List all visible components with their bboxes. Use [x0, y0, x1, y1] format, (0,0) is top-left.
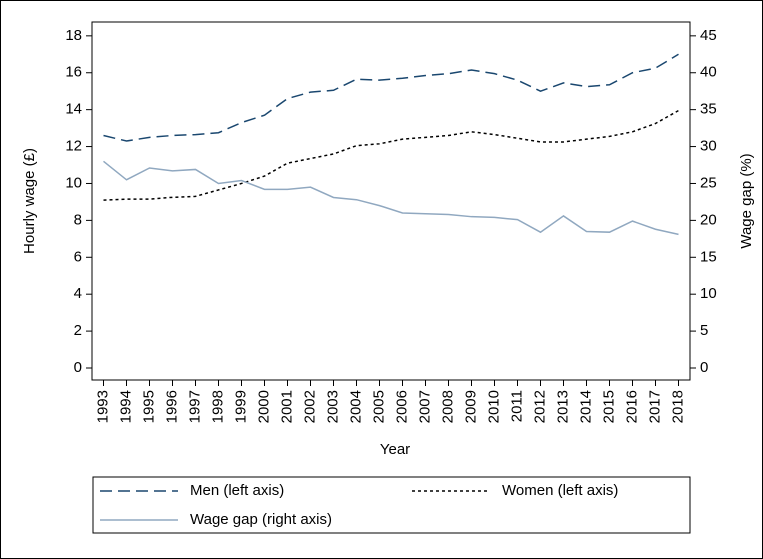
y-tick-label: 0 — [74, 359, 82, 376]
y2-tick-label: 15 — [700, 248, 717, 265]
y2-tick-label: 30 — [700, 138, 717, 155]
x-tick-label: 1999 — [232, 390, 249, 423]
x-tick-label: 1996 — [163, 390, 180, 423]
y-tick-label: 10 — [65, 174, 82, 191]
x-tick-label: 2018 — [669, 390, 686, 423]
x-tick-label: 2014 — [577, 390, 594, 423]
x-tick-label: 2017 — [646, 390, 663, 423]
legend — [92, 476, 691, 534]
y-tick-label: 6 — [74, 248, 82, 265]
legend-label: Wage gap (right axis) — [190, 511, 332, 528]
x-tick-label: 2015 — [600, 390, 617, 423]
x-tick-label: 1998 — [209, 390, 226, 423]
x-tick-label: 2005 — [370, 390, 387, 423]
x-tick-label: 2002 — [301, 390, 318, 423]
x-tick-label: 1997 — [186, 390, 203, 423]
y-tick-label: 18 — [65, 27, 82, 44]
x-tick-label: 2016 — [623, 390, 640, 423]
y2-tick-label: 45 — [700, 27, 717, 44]
series-line — [103, 53, 679, 142]
y-tick-label: 2 — [74, 322, 82, 339]
y-axis-label: Hourly wage (£) — [21, 148, 38, 254]
x-tick-label: 2010 — [485, 390, 502, 423]
y-tick-label: 8 — [74, 211, 82, 228]
x-tick-label: 2012 — [531, 390, 548, 423]
legend-label: Women (left axis) — [502, 482, 618, 499]
y2-tick-label: 0 — [700, 359, 708, 376]
x-axis-label: Year — [380, 441, 410, 458]
x-tick-label: 2001 — [278, 390, 295, 423]
y2-tick-label: 25 — [700, 174, 717, 191]
x-tick-label: 1994 — [117, 390, 134, 423]
x-tick-label: 2009 — [462, 390, 479, 423]
y2-axis-label: Wage gap (%) — [738, 153, 755, 248]
x-tick-label: 2007 — [416, 390, 433, 423]
y-tick-label: 4 — [74, 285, 82, 302]
x-tick-label: 2013 — [554, 390, 571, 423]
x-tick-label: 2000 — [255, 390, 272, 423]
x-tick-label: 1995 — [140, 390, 157, 423]
x-tick-label: 2008 — [439, 390, 456, 423]
y2-tick-label: 5 — [700, 322, 708, 339]
series-line — [103, 109, 679, 201]
x-tick-label: 2011 — [508, 390, 525, 422]
y-tick-label: 12 — [65, 138, 82, 155]
x-tick-label: 2004 — [347, 390, 364, 423]
series-line — [103, 160, 679, 236]
x-tick-label: 2003 — [324, 390, 341, 423]
x-tick-label: 2006 — [393, 390, 410, 423]
y-tick-label: 14 — [65, 101, 82, 118]
y2-tick-label: 20 — [700, 211, 717, 228]
y-tick-label: 16 — [65, 64, 82, 81]
x-tick-label: 1993 — [94, 390, 111, 423]
y2-tick-label: 10 — [700, 285, 717, 302]
y2-tick-label: 40 — [700, 64, 717, 81]
plot-frame — [91, 21, 691, 381]
y2-tick-label: 35 — [700, 101, 717, 118]
legend-label: Men (left axis) — [190, 482, 284, 499]
